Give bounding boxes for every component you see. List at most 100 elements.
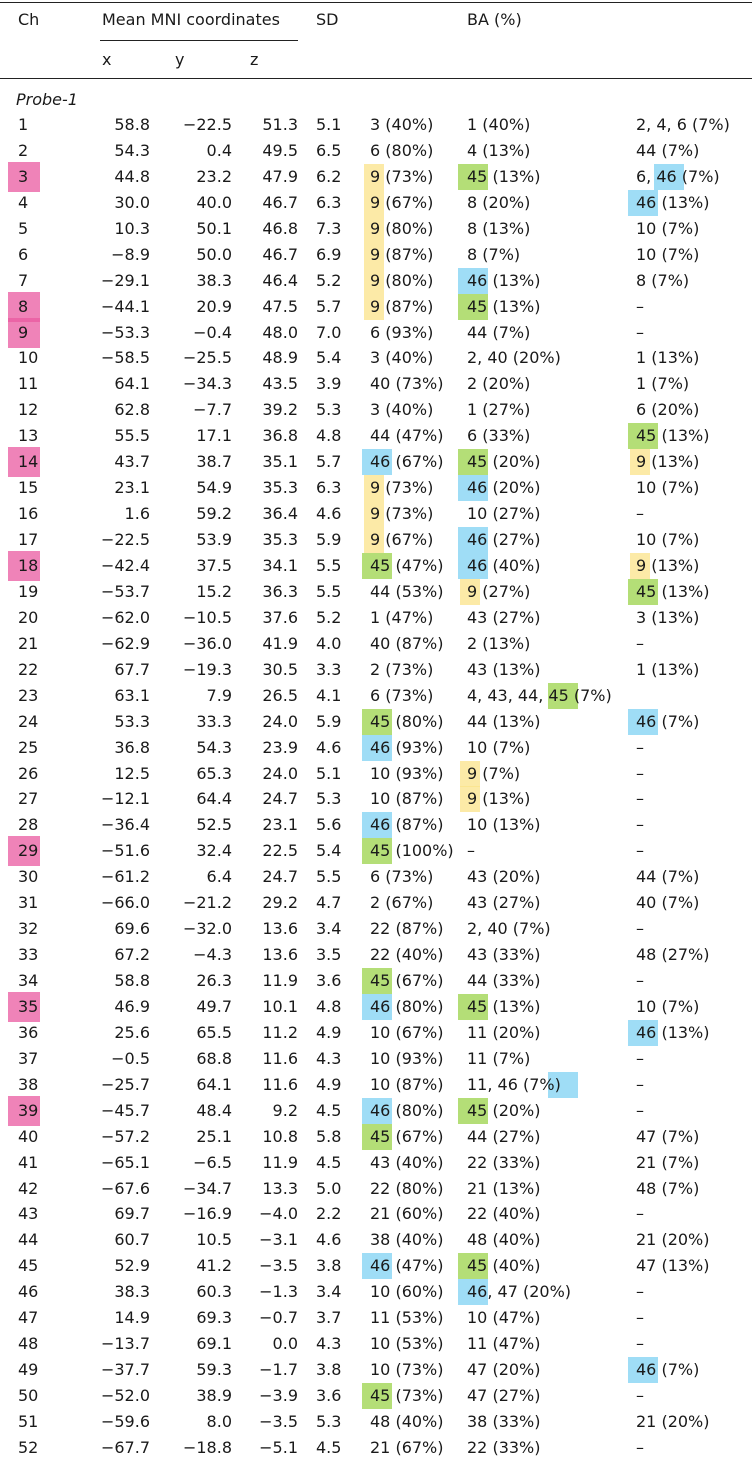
- cell-ch: 14: [18, 452, 39, 472]
- cell-ba2: 1 (40%): [467, 115, 531, 134]
- cell-ba1: 3 (40%): [370, 400, 434, 420]
- cell-y: −36.0: [182, 633, 232, 653]
- cell-sd: 5.7: [316, 296, 342, 316]
- cell-z: −4.0: [259, 1204, 298, 1224]
- cell-y: 64.4: [196, 789, 232, 809]
- table-row: 47 14.9 69.3 −0.7 3.7 11 (53%) 10 (47%) –: [0, 1305, 752, 1331]
- cell-z: 46.4: [262, 270, 298, 290]
- cell-ba1: 6 (73%): [370, 867, 434, 887]
- header-z: z: [250, 50, 259, 69]
- cell-x: −67.6: [100, 1178, 150, 1198]
- cell-x: 25.6: [114, 1022, 150, 1042]
- cell-ba3: –: [636, 1100, 644, 1120]
- cell-ba2: 43 (27%): [467, 607, 541, 627]
- cell-sd: 5.5: [316, 581, 342, 601]
- cell-ba2: 45 (13%): [467, 296, 541, 316]
- cell-x: −29.1: [100, 270, 150, 290]
- highlight-mark-blue: [362, 449, 392, 476]
- cell-ba2: 46 (40%): [467, 555, 541, 575]
- cell-ch: 6: [18, 244, 29, 264]
- cell-ba3: 47 (13%): [636, 1256, 710, 1276]
- cell-ba2: 8 (20%): [467, 192, 531, 212]
- cell-ch: 9: [18, 322, 29, 342]
- cell-ba3: –: [636, 971, 644, 991]
- cell-sd: 5.4: [316, 841, 342, 861]
- cell-ba3: –: [636, 815, 644, 835]
- cell-ch: 52: [18, 1437, 39, 1457]
- cell-z: 48.0: [262, 322, 298, 342]
- cell-sd: 7.3: [316, 218, 342, 238]
- table-row: 23 63.1 7.9 26.5 4.1 6 (73%) 4, 43, 44, 45 (7%…: [0, 683, 752, 709]
- table-row: 39 −45.7 48.4 9.2 4.5 46 (80%) 45 (20%) –: [0, 1098, 752, 1124]
- cell-ba2: 45 (20%): [467, 1100, 541, 1120]
- cell-ba1: 10 (87%): [370, 1074, 444, 1094]
- cell-z: −1.7: [259, 1360, 298, 1380]
- cell-y: 69.1: [196, 1334, 232, 1354]
- cell-ch: 48: [18, 1334, 39, 1354]
- highlight-mark-yellow: [364, 189, 384, 216]
- highlight-mark-yellow: [460, 578, 480, 605]
- cell-ch: 32: [18, 919, 39, 939]
- cell-ba1: 46 (67%): [370, 452, 444, 472]
- cell-ba2: 8 (13%): [467, 218, 531, 238]
- cell-x: 1.6: [124, 504, 150, 524]
- cell-ba3: –: [636, 919, 644, 939]
- cell-x: 23.1: [114, 478, 150, 498]
- header-sd: SD: [316, 10, 339, 29]
- cell-x: 63.1: [114, 685, 150, 705]
- table-row: 26 12.5 65.3 24.0 5.1 10 (93%) 9 (7%) –: [0, 761, 752, 787]
- cell-z: 43.5: [262, 374, 298, 394]
- cell-ch: 39: [18, 1100, 39, 1120]
- highlight-mark-green: [458, 449, 488, 476]
- table-row: 16 1.6 59.2 36.4 4.6 9 (73%) 10 (27%) –: [0, 501, 752, 527]
- cell-ba3: –: [636, 1282, 644, 1302]
- cell-z: 46.7: [262, 192, 298, 212]
- cell-sd: 3.8: [316, 1256, 342, 1276]
- cell-ch: 31: [18, 893, 39, 913]
- cell-x: −42.4: [100, 555, 150, 575]
- cell-ba3: 1 (7%): [636, 374, 690, 394]
- cell-ba3: 48 (27%): [636, 945, 710, 965]
- cell-ba1: 21 (60%): [370, 1204, 444, 1224]
- cell-x: −61.2: [100, 867, 150, 887]
- cell-y: −25.5: [182, 348, 232, 368]
- table-row: 40 −57.2 25.1 10.8 5.8 45 (67%) 44 (27%) 47 (7%…: [0, 1124, 752, 1150]
- cell-sd: 4.3: [316, 1334, 342, 1354]
- cell-sd: 4.5: [316, 1152, 342, 1172]
- table-row: 32 69.6 −32.0 13.6 3.4 22 (87%) 2, 40 (7%) –: [0, 916, 752, 942]
- cell-ba1: 9 (80%): [370, 270, 434, 290]
- cell-x: −45.7: [100, 1100, 150, 1120]
- cell-y: 60.3: [196, 1282, 232, 1302]
- cell-ba2: 9 (27%): [467, 581, 531, 601]
- cell-ba2: 11 (20%): [467, 1022, 541, 1042]
- cell-ba3: 21 (20%): [636, 1412, 710, 1431]
- cell-ba3: 9 (13%): [636, 555, 700, 575]
- cell-y: 54.3: [196, 737, 232, 757]
- cell-z: 24.7: [262, 867, 298, 887]
- cell-ba3: 44 (7%): [636, 140, 700, 160]
- cell-ch: 10: [18, 348, 39, 368]
- cell-z: 11.2: [262, 1022, 298, 1042]
- cell-ch: 41: [18, 1152, 39, 1172]
- cell-ba1: 9 (73%): [370, 504, 434, 524]
- cell-x: −59.6: [100, 1412, 150, 1431]
- cell-ba3: –: [636, 1048, 644, 1068]
- cell-z: 22.5: [262, 841, 298, 861]
- cell-ba1: 2 (67%): [370, 893, 434, 913]
- cell-x: 14.9: [114, 1308, 150, 1328]
- cell-ba2: 43 (33%): [467, 945, 541, 965]
- cell-ba2: 38 (33%): [467, 1412, 541, 1431]
- cell-z: 10.8: [262, 1126, 298, 1146]
- cell-ba3: 47 (7%): [636, 1126, 700, 1146]
- cell-sd: 4.6: [316, 504, 342, 524]
- cell-ba2: 22 (40%): [467, 1204, 541, 1224]
- table-row: 24 53.3 33.3 24.0 5.9 45 (80%) 44 (13%) 46 (7%): [0, 709, 752, 735]
- cell-y: 10.5: [196, 1230, 232, 1250]
- cell-sd: 4.6: [316, 737, 342, 757]
- cell-y: −18.8: [182, 1437, 232, 1457]
- cell-ba2: 10 (27%): [467, 504, 541, 524]
- highlight-mark-green: [548, 682, 578, 709]
- cell-sd: 5.9: [316, 530, 342, 550]
- cell-z: 41.9: [262, 633, 298, 653]
